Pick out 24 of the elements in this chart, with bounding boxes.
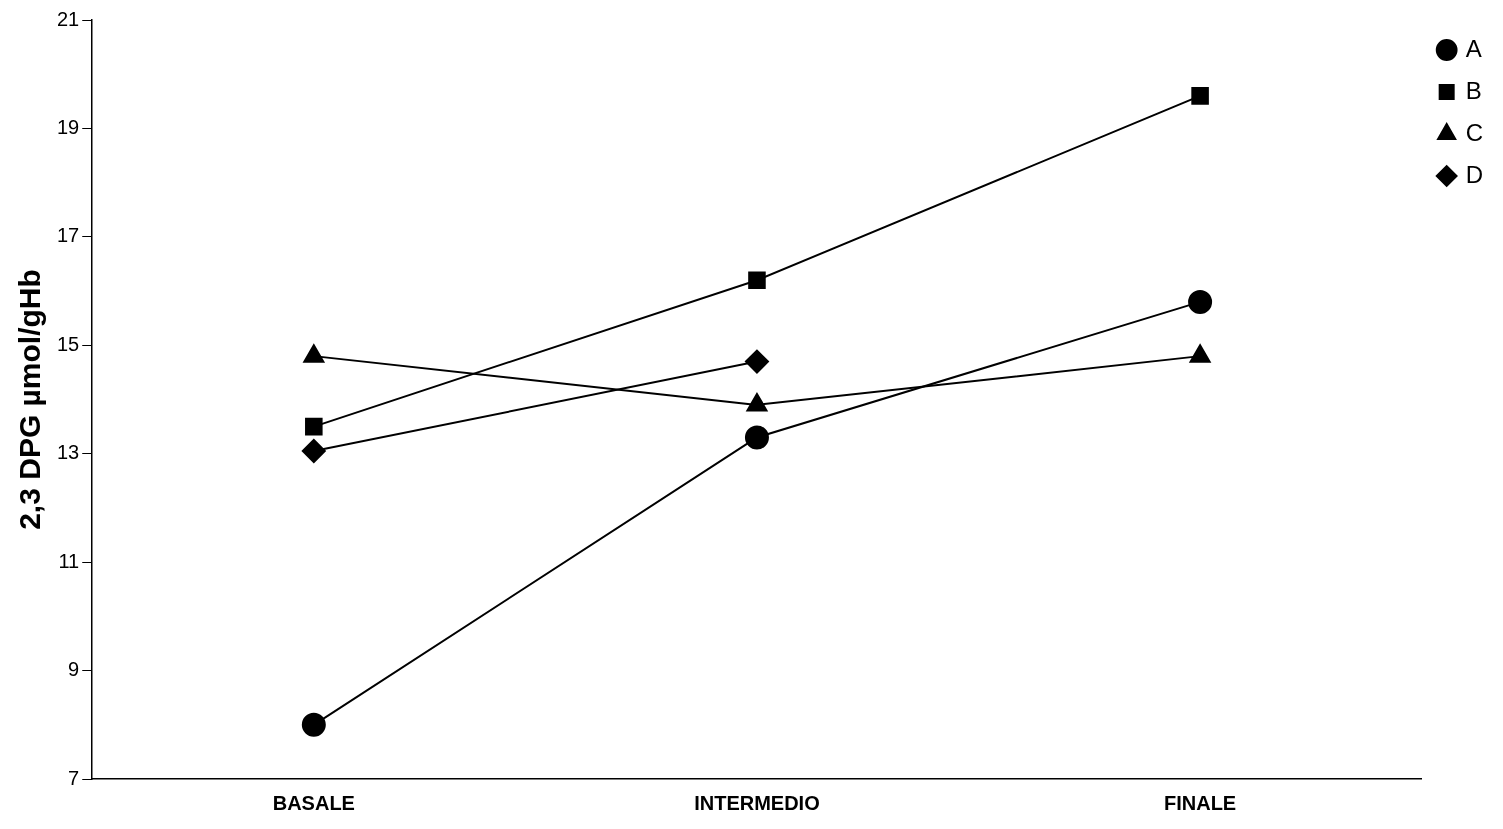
point [744,425,769,450]
point [744,349,769,374]
x-tick-label: FINALE [1163,791,1237,814]
y-tick-label: 7 [68,766,80,789]
y-tick-label: 19 [57,115,80,138]
y-tick-label: 11 [58,549,80,572]
y-axis-title: 2,3 DPG µmol/gHb [13,269,47,530]
y-tick-label: 17 [57,224,80,247]
y-tick-label: 13 [57,441,80,464]
legend-label: A [1465,34,1482,62]
x-tick-label: BASALE [272,791,355,814]
y-tick-label: 21 [57,7,80,30]
point [301,439,326,463]
point [1188,289,1213,314]
legend-label: D [1465,160,1484,188]
point [748,271,766,290]
legend-label: C [1465,118,1484,146]
y-tick-label: 15 [57,332,80,355]
point [305,417,323,436]
x-tick-label: INTERMEDIO [694,791,820,814]
point [301,712,326,737]
point [1191,87,1209,105]
y-tick-label: 9 [68,658,80,681]
legend-label: B [1465,76,1482,104]
